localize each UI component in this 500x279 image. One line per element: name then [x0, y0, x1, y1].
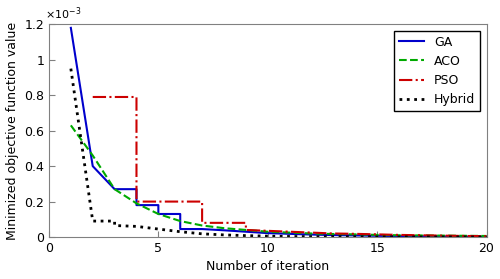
GA — [418, 235, 424, 238]
GA — [156, 212, 162, 216]
PSO — [286, 230, 292, 234]
PSO — [374, 233, 380, 236]
ACO — [264, 230, 270, 234]
Hybrid — [418, 235, 424, 239]
PSO — [90, 95, 96, 99]
PSO — [330, 232, 336, 235]
GA — [243, 230, 249, 234]
GA — [462, 235, 468, 238]
PSO — [134, 200, 140, 203]
X-axis label: Number of iteration: Number of iteration — [206, 260, 330, 273]
PSO — [243, 228, 249, 232]
ACO — [286, 231, 292, 234]
Text: $\times10^{-3}$: $\times10^{-3}$ — [44, 6, 81, 22]
PSO — [484, 234, 490, 238]
Hybrid — [352, 235, 358, 239]
ACO — [199, 224, 205, 227]
PSO — [418, 234, 424, 237]
Hybrid — [112, 219, 117, 223]
Hybrid — [308, 235, 314, 238]
GA — [134, 187, 140, 191]
Hybrid — [156, 227, 162, 231]
ACO — [243, 228, 249, 232]
Hybrid — [177, 230, 183, 234]
Hybrid — [396, 235, 402, 239]
Hybrid — [462, 235, 468, 239]
GA — [484, 235, 490, 239]
PSO — [308, 231, 314, 234]
Hybrid — [330, 235, 336, 239]
GA — [308, 233, 314, 236]
Line: PSO: PSO — [92, 97, 486, 236]
GA — [177, 212, 183, 216]
PSO — [440, 234, 446, 237]
Hybrid — [199, 232, 205, 235]
PSO — [396, 233, 402, 237]
ACO — [462, 234, 468, 237]
ACO — [112, 187, 117, 191]
GA — [134, 203, 140, 207]
Hybrid — [484, 235, 490, 239]
Hybrid — [440, 235, 446, 239]
ACO — [308, 232, 314, 235]
ACO — [156, 212, 162, 216]
GA — [177, 227, 183, 231]
Hybrid — [68, 67, 74, 70]
ACO — [418, 234, 424, 237]
GA — [112, 187, 117, 191]
PSO — [264, 229, 270, 232]
GA — [374, 234, 380, 237]
ACO — [134, 202, 140, 205]
PSO — [134, 95, 140, 99]
ACO — [374, 233, 380, 237]
Line: GA: GA — [71, 28, 486, 237]
GA — [156, 203, 162, 207]
ACO — [90, 154, 96, 157]
Hybrid — [374, 235, 380, 239]
GA — [440, 235, 446, 238]
GA — [396, 234, 402, 238]
Hybrid — [112, 224, 117, 227]
PSO — [199, 200, 205, 203]
ACO — [177, 219, 183, 223]
PSO — [243, 221, 249, 225]
GA — [68, 26, 74, 30]
GA — [286, 232, 292, 235]
Hybrid — [264, 234, 270, 238]
ACO — [221, 227, 227, 230]
Hybrid — [90, 219, 96, 223]
ACO — [440, 234, 446, 237]
Hybrid — [286, 235, 292, 238]
ACO — [396, 234, 402, 237]
Hybrid — [243, 234, 249, 237]
GA — [199, 227, 205, 231]
Hybrid — [134, 225, 140, 228]
PSO — [462, 234, 468, 238]
PSO — [156, 200, 162, 203]
ACO — [330, 232, 336, 236]
Line: Hybrid: Hybrid — [71, 69, 486, 237]
GA — [90, 164, 96, 168]
ACO — [484, 234, 490, 238]
GA — [330, 234, 336, 237]
Legend: GA, ACO, PSO, Hybrid: GA, ACO, PSO, Hybrid — [394, 31, 480, 111]
Hybrid — [221, 233, 227, 237]
PSO — [352, 232, 358, 235]
GA — [221, 229, 227, 232]
Line: ACO: ACO — [71, 125, 486, 236]
ACO — [68, 124, 74, 127]
GA — [352, 234, 358, 237]
GA — [264, 232, 270, 235]
ACO — [352, 233, 358, 236]
PSO — [199, 221, 205, 225]
PSO — [156, 200, 162, 203]
Y-axis label: Minimized objective function value: Minimized objective function value — [6, 21, 18, 240]
